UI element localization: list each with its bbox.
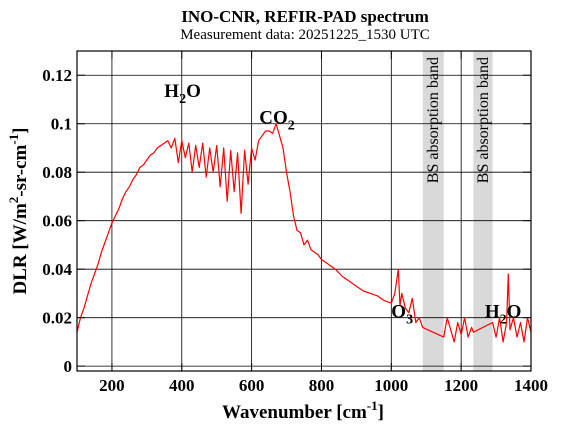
band-label-1: BS absorption band: [425, 57, 442, 183]
series-layer: [76, 123, 532, 343]
absorption-band-1: [422, 51, 444, 371]
x-tick-label-2: 600: [239, 376, 265, 395]
annotation-1: H2O: [164, 81, 201, 107]
x-axis-ticks: 200 400 600 800 1000 1200 1400: [99, 51, 548, 395]
y-tick-label-1: 0.02: [42, 309, 72, 328]
annotation-3: O3: [391, 302, 413, 328]
annotation-2: CO2: [259, 108, 295, 134]
x-tick-label-3: 800: [309, 376, 335, 395]
x-tick-label-6: 1400: [514, 376, 548, 395]
x-tick-label-1: 400: [169, 376, 195, 395]
annotations: H2O CO2 O3 H2O: [164, 81, 521, 328]
x-tick-label-5: 1200: [444, 376, 478, 395]
annotation-4: H2O: [485, 302, 522, 328]
chart-subtitle: Measurement data: 20251225_1530 UTC: [180, 27, 430, 43]
absorption-bands: BS absorption band BS absorption band: [422, 51, 493, 371]
x-tick-label-4: 1000: [374, 376, 408, 395]
chart-title: INO-CNR, REFIR-PAD spectrum: [181, 7, 429, 26]
absorption-band-2: [473, 51, 493, 371]
y-tick-label-4: 0.08: [42, 163, 72, 182]
x-tick-label-0: 200: [99, 376, 125, 395]
y-tick-label-6: 0.12: [42, 66, 72, 85]
y-tick-label-5: 0.1: [51, 115, 72, 134]
series-line-1: [76, 123, 532, 343]
plot-frame: [76, 50, 532, 372]
y-axis-ticks: 0 0.02 0.04 0.06 0.08 0.1 0.12: [42, 66, 531, 376]
y-tick-label-0: 0: [64, 357, 73, 376]
y-axis-label: DLR [W/m2-sr-cm-1]: [6, 127, 31, 294]
x-axis-label: Wavenumber [cm-1]: [222, 398, 384, 423]
y-tick-label-2: 0.04: [42, 260, 72, 279]
y-tick-label-3: 0.06: [42, 212, 72, 231]
grid-lines: [77, 51, 531, 371]
band-label-2: BS absorption band: [475, 57, 492, 183]
